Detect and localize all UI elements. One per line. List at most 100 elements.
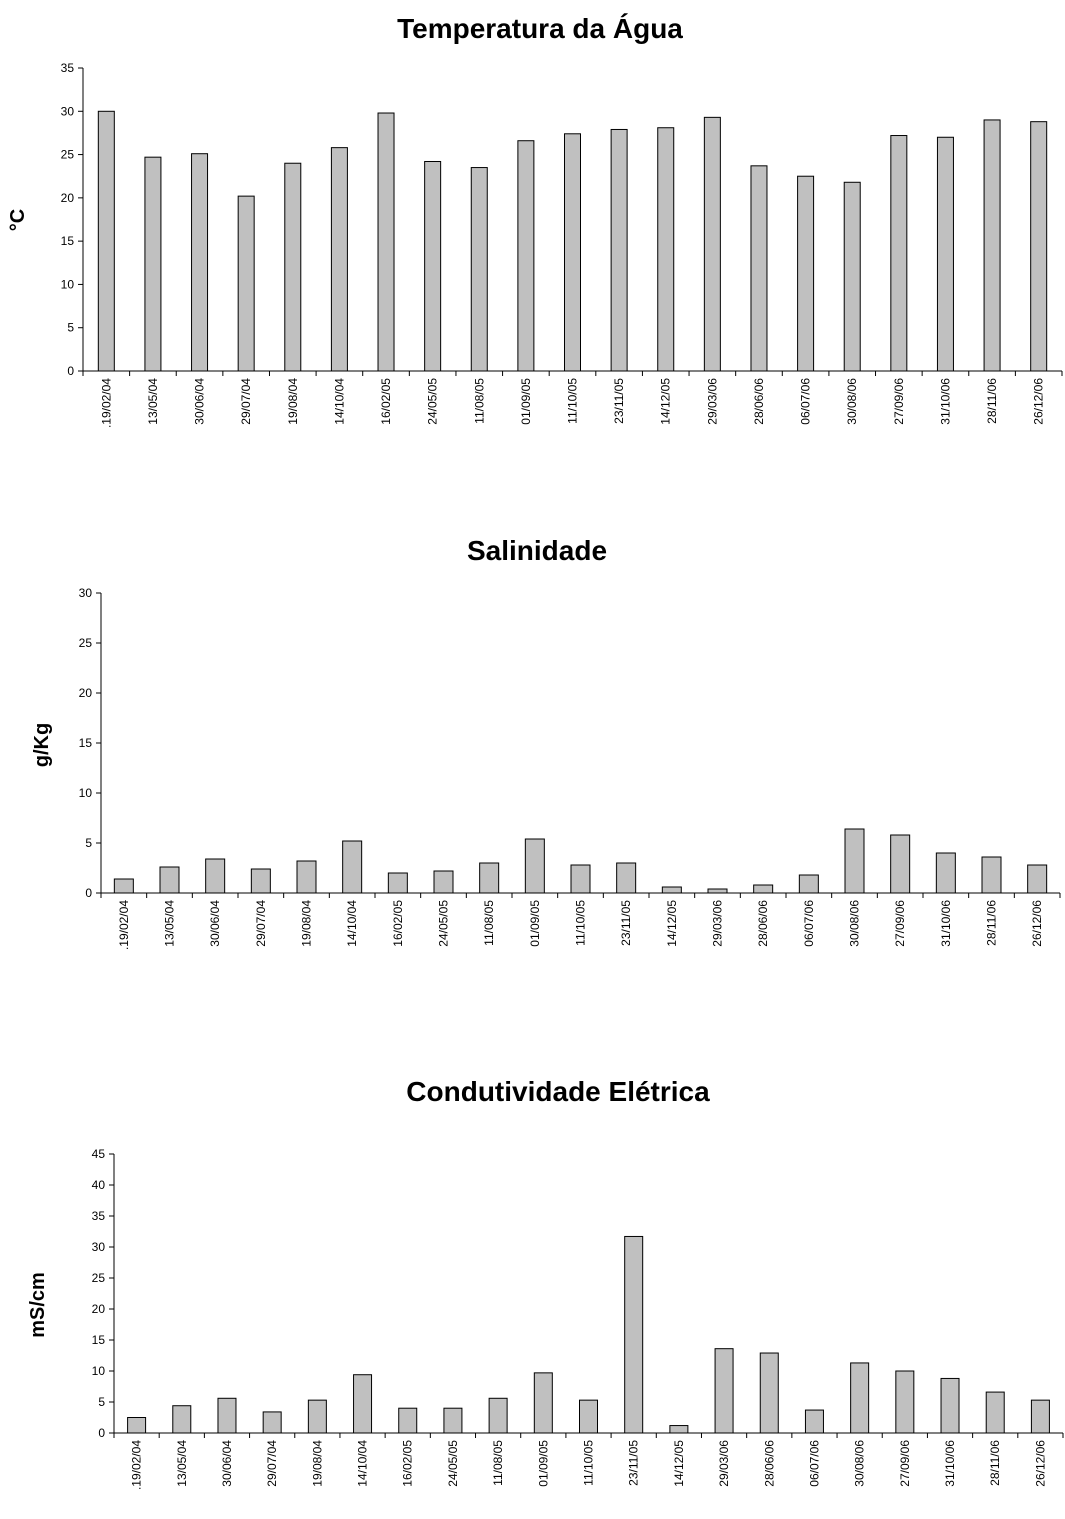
temperatura-bar	[657, 127, 675, 372]
condutividade-bar	[533, 1372, 553, 1434]
chart-condutividade-svg: Condutividade Elétrica mS/cm 0 5 10 15 20 25 30 3…	[27, 1076, 1064, 1490]
salinidade-category-label: 30/08/06	[848, 900, 862, 947]
salinidade-category-label: 28/06/06	[756, 900, 770, 947]
temperatura-y-axis-label: °C	[7, 209, 29, 231]
condutividade-category-label: 11/08/05	[491, 1440, 505, 1486]
salinidade-y-axis-label: g/Kg	[31, 723, 53, 767]
condutividade-bar	[127, 1417, 147, 1434]
salinidade-bar	[661, 886, 682, 894]
condutividade-category-label: 14/12/05	[672, 1440, 686, 1487]
salinidade-y-tick-label: 30	[79, 586, 93, 600]
condutividade-category-label: 28/11/06	[988, 1440, 1002, 1486]
temperatura-bar	[517, 140, 535, 372]
salinidade-category-label: 06/07/06	[802, 900, 816, 947]
temperatura-bar	[144, 156, 162, 372]
condutividade-category-label: 29/07/04	[265, 1440, 279, 1487]
condutividade-category-label: 01/09/05	[536, 1440, 550, 1487]
salinidade-bar	[250, 868, 271, 894]
temperatura-bar	[797, 175, 815, 372]
salinidade-y-tick-label: 10	[79, 786, 93, 800]
salinidade-category-label: 13/05/04	[163, 900, 177, 947]
condutividade-category-label: 11/10/05	[582, 1440, 596, 1486]
salinidade-y-tick-label: 5	[85, 836, 92, 850]
temperatura-bar	[191, 153, 209, 372]
condutividade-bar	[804, 1409, 824, 1434]
temperatura-bar	[750, 165, 768, 372]
condutividade-category-label: 30/06/04	[220, 1440, 234, 1487]
salinidade-category-label: 01/09/05	[528, 900, 542, 947]
temperatura-category-label: 11/10/05	[566, 378, 580, 424]
salinidade-category-label: 27/09/06	[893, 900, 907, 947]
salinidade-category-label: 30/06/04	[208, 900, 222, 947]
salinidade-category-label: 19/08/04	[300, 900, 314, 947]
condutividade-y-tick-label: 35	[92, 1209, 106, 1223]
temperatura-category-label: 14/10/04	[332, 378, 346, 425]
condutividade-bar	[895, 1370, 915, 1434]
salinidade-bar	[1027, 864, 1048, 894]
salinidade-bar	[205, 858, 226, 894]
chart-temperatura-svg: Temperatura da Água °C 0 5 10 15 20 25 30 35 .19/0…	[7, 13, 1063, 428]
condutividade-bar	[850, 1362, 870, 1434]
salinidade-bar	[707, 888, 728, 894]
condutividade-bar	[307, 1399, 327, 1434]
condutividade-y-tick-label: 20	[92, 1302, 106, 1316]
salinidade-bar	[890, 834, 911, 894]
salinidade-category-label: 11/08/05	[482, 900, 496, 946]
condutividade-category-label: 13/05/04	[175, 1440, 189, 1487]
condutividade-bar	[172, 1405, 192, 1434]
chart-salinidade-svg: Salinidade g/Kg 0 5 10 15 20 25 30 .19/02/04 13/05…	[31, 535, 1061, 950]
salinidade-bar	[342, 840, 363, 894]
temperatura-bar	[703, 116, 721, 372]
salinidade-y-tick-label: 15	[79, 736, 93, 750]
temperatura-y-tick-label: 15	[61, 234, 75, 248]
salinidade-category-label: 31/10/06	[939, 900, 953, 947]
salinidade-bar	[616, 862, 637, 894]
temperatura-category-label: 28/11/06	[985, 378, 999, 424]
condutividade-bar	[669, 1425, 689, 1434]
temperatura-bar	[470, 167, 488, 372]
salinidade-category-label: 11/10/05	[574, 900, 588, 946]
salinidade-bar	[570, 864, 591, 894]
salinidade-bar	[935, 852, 956, 894]
salinidade-y-tick-label: 0	[85, 886, 92, 900]
condutividade-y-tick-label: 15	[92, 1333, 106, 1347]
temperatura-bar	[890, 135, 908, 372]
condutividade-category-label: 30/08/06	[853, 1440, 867, 1487]
salinidade-category-label: 29/03/06	[711, 900, 725, 947]
salinidade-y-tick-label: 20	[79, 686, 93, 700]
condutividade-y-axis-label: mS/cm	[27, 1272, 49, 1338]
condutividade-bar	[940, 1377, 960, 1434]
salinidade-y-tick-label: 25	[79, 636, 93, 650]
temperatura-category-label: 19/08/04	[286, 378, 300, 425]
chart-salinidade: Salinidade g/Kg 0 5 10 15 20 25 30 .19/02/04 13/05…	[0, 490, 1065, 1010]
temperatura-category-label: 30/06/04	[193, 378, 207, 425]
temperatura-bar	[983, 119, 1001, 372]
chart-temperatura: Temperatura da Água °C 0 5 10 15 20 25 30 35 .19/0…	[0, 0, 1065, 490]
salinidade-bar	[387, 872, 408, 894]
temperatura-y-tick-label: 30	[61, 104, 75, 118]
salinidade-bar	[753, 884, 774, 894]
temperatura-y-tick-label: 5	[67, 321, 74, 335]
condutividade-bar	[759, 1352, 779, 1434]
salinidade-category-label: 24/05/05	[437, 900, 451, 947]
temperatura-bar	[1030, 121, 1048, 372]
temperatura-category-label: 14/12/05	[659, 378, 673, 425]
temperatura-category-label: 26/12/06	[1032, 378, 1046, 425]
condutividade-category-label: 23/11/05	[627, 1440, 641, 1486]
salinidade-category-label: 28/11/06	[985, 900, 999, 946]
temperatura-bar	[936, 136, 954, 372]
temperatura-bar	[564, 133, 581, 372]
temperatura-category-label: 13/05/04	[146, 378, 160, 425]
salinidade-bar	[113, 878, 134, 894]
condutividade-bar	[398, 1407, 418, 1434]
condutividade-category-label: 16/02/05	[401, 1440, 415, 1487]
temperatura-category-label: 01/09/05	[519, 378, 533, 425]
temperatura-category-label: 16/02/05	[379, 378, 393, 425]
salinidade-category-label: 16/02/05	[391, 900, 405, 947]
temperatura-category-label: 27/09/06	[892, 378, 906, 425]
condutividade-category-label: .19/02/04	[130, 1440, 144, 1490]
temperatura-y-tick-label: 35	[61, 61, 75, 75]
temperatura-category-label: 23/11/05	[612, 378, 626, 424]
condutividade-bar	[262, 1411, 282, 1434]
temperatura-bar	[284, 162, 302, 372]
